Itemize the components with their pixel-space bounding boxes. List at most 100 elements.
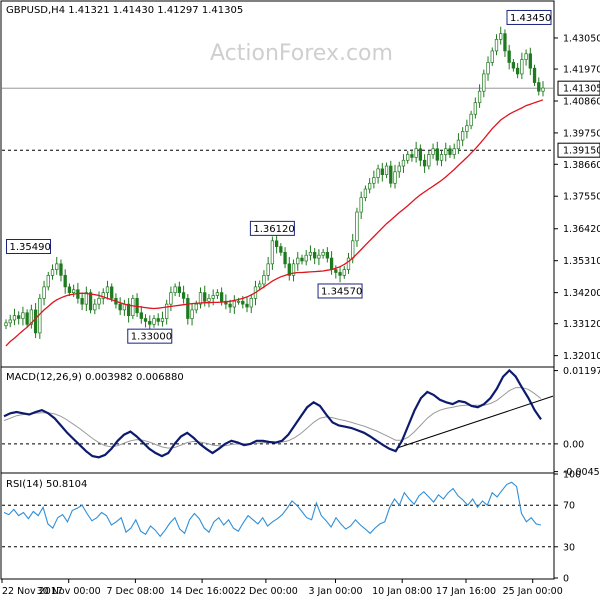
candle-body xyxy=(274,240,279,247)
x-tick-label: 7 Dec 08:00 xyxy=(106,586,164,597)
price-annotation-label: 1.43450 xyxy=(510,13,551,24)
rsi-ytick-label: 30 xyxy=(563,542,575,553)
x-tick-label: 14 Dec 16:00 xyxy=(170,586,234,597)
candle-body xyxy=(520,59,524,75)
candle-body xyxy=(21,312,25,319)
candle-body xyxy=(59,263,63,276)
x-tick-label: 30 Nov 00:00 xyxy=(37,586,101,597)
candle-body xyxy=(435,148,439,161)
candle-body xyxy=(12,315,17,321)
candle-body xyxy=(211,295,215,299)
candle-body xyxy=(317,254,321,259)
x-tick-label: 10 Jan 08:00 xyxy=(372,586,432,597)
price-ytick-label: 1.38660 xyxy=(563,160,600,171)
price-ytick-label: 1.32010 xyxy=(563,351,600,362)
candle-body xyxy=(84,292,88,305)
candle-body xyxy=(410,154,414,158)
candle-body xyxy=(367,182,372,190)
price-annotation-box xyxy=(249,220,295,236)
candle-body xyxy=(321,251,325,256)
x-tick-label: 22 Dec 00:00 xyxy=(234,586,298,597)
candle-body xyxy=(88,292,93,311)
rsi-ytick-label: 0 xyxy=(563,574,569,585)
candle-body xyxy=(131,298,135,316)
candle-body xyxy=(461,131,465,141)
candle-body xyxy=(203,292,207,302)
candle-body xyxy=(135,298,139,314)
candle-body xyxy=(406,154,410,161)
rsi-ytick-label: 70 xyxy=(563,501,575,512)
rsi-panel-frame xyxy=(0,472,555,580)
candle-body xyxy=(93,303,97,311)
candle-body xyxy=(359,197,363,213)
candle-body xyxy=(397,165,401,173)
candle-body xyxy=(528,53,532,69)
candle-body xyxy=(105,286,110,293)
price-annotation-box xyxy=(317,283,363,299)
candle-body xyxy=(287,263,291,276)
x-tick-label: 17 Jan 16:00 xyxy=(436,586,496,597)
macd-signal-line xyxy=(3,387,542,449)
candle-body xyxy=(507,50,511,63)
rsi-panel: 100 70 30 0 xyxy=(2,470,581,585)
candle-body xyxy=(169,292,173,305)
current-price-label: 1.41305 xyxy=(563,84,600,95)
candle-body xyxy=(42,286,46,299)
candle-body xyxy=(499,33,503,40)
candle-body xyxy=(414,148,418,158)
candle-body xyxy=(266,263,270,276)
candle-body xyxy=(97,298,101,305)
candle-body xyxy=(342,269,346,276)
candle-body xyxy=(427,154,431,167)
candle-body xyxy=(194,303,198,311)
candle-body xyxy=(291,263,296,276)
candle-body xyxy=(190,309,194,319)
price-annotation-box xyxy=(506,9,552,25)
candle-body xyxy=(110,286,114,299)
candle-body xyxy=(148,321,152,325)
current-price-tag xyxy=(557,80,600,96)
candle-body xyxy=(55,263,59,270)
x-tick-label: 22 Nov 2017 xyxy=(2,586,63,597)
candle-body xyxy=(389,165,393,184)
candle-body xyxy=(380,168,384,175)
price-ytick-label: 1.43050 xyxy=(563,33,600,44)
price-ytick-label: 1.36420 xyxy=(563,224,600,235)
price-annotation-box xyxy=(6,239,52,255)
candle-body xyxy=(422,159,427,167)
candle-body xyxy=(152,318,156,325)
price-ytick-label: 1.33120 xyxy=(563,319,600,330)
candle-body xyxy=(296,257,300,265)
price-chart-title: GBPUSD,H4 1.41321 1.41430 1.41297 1.4130… xyxy=(6,5,243,16)
candle-body xyxy=(515,67,520,75)
candle-body xyxy=(219,292,224,302)
candle-body xyxy=(29,309,34,325)
candle-body xyxy=(232,300,236,308)
candle-body xyxy=(262,275,266,285)
price-ytick-label: 1.35310 xyxy=(563,256,600,267)
rsi-chart-title: RSI(14) 50.8104 xyxy=(6,479,87,490)
candle-body xyxy=(524,53,528,60)
rsi-line xyxy=(3,481,542,538)
candle-body xyxy=(143,318,148,322)
candle-body xyxy=(46,275,50,288)
price-panel: 1.43050 1.41970 1.40860 1.39750 1.38660 1.375… xyxy=(2,9,600,362)
candle-body xyxy=(338,272,342,276)
macd-ytick-label: 0.00 xyxy=(563,439,584,450)
candle-body xyxy=(160,318,165,322)
level-line-tag xyxy=(557,142,600,158)
level-line-label: 1.39150 xyxy=(563,146,600,157)
candle-body xyxy=(503,33,507,52)
candle-body xyxy=(8,319,12,324)
candle-body xyxy=(325,251,330,259)
candle-body xyxy=(17,315,21,319)
candle-body xyxy=(308,251,313,256)
price-annotation-label: 1.35490 xyxy=(10,242,51,253)
candle-body xyxy=(465,125,469,132)
candle-body xyxy=(351,240,355,259)
candle-body xyxy=(101,292,105,299)
macd-ytick-label: -0.004537 xyxy=(563,467,600,478)
candle-body xyxy=(490,50,494,63)
candle-body xyxy=(511,62,516,69)
